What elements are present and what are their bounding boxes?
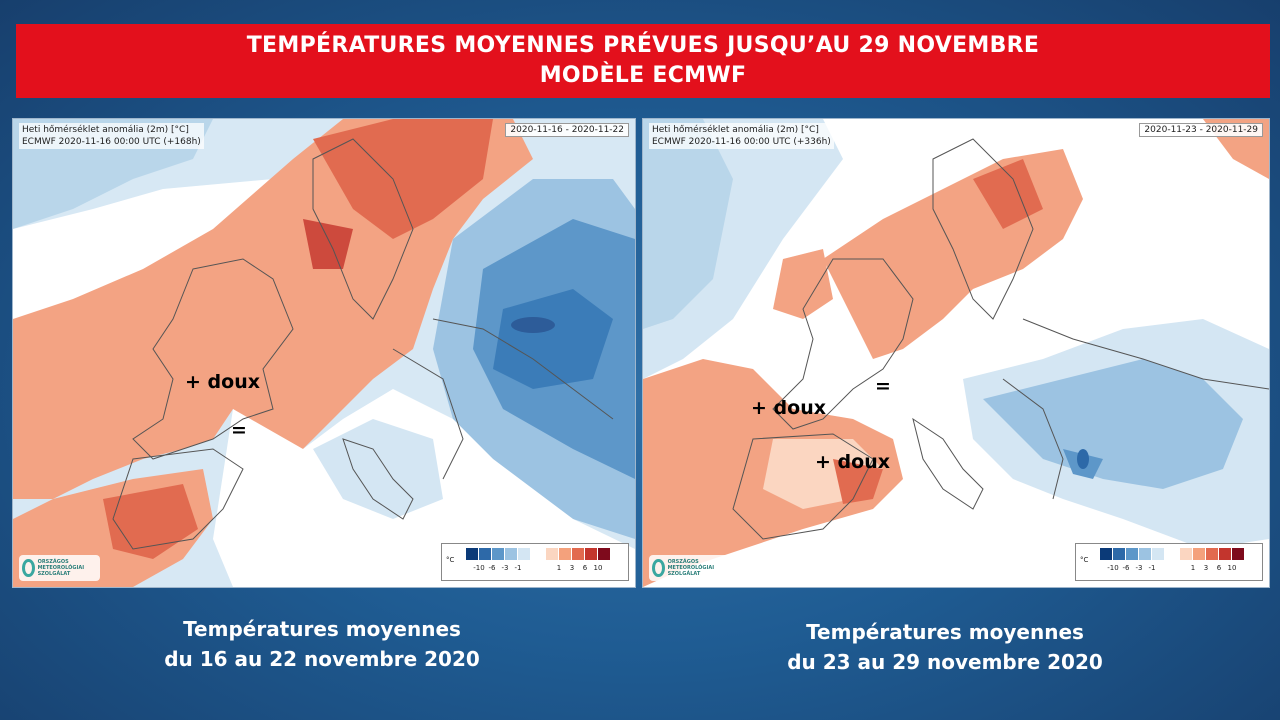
legend-swatch [1126, 548, 1138, 560]
banner-subtitle: MODÈLE ECMWF [539, 63, 747, 88]
legend-tick: 10 [593, 564, 603, 572]
legend-swatch [1232, 548, 1244, 560]
annotation-warmer: + doux [815, 451, 890, 473]
date-range-label: 2020-11-16 - 2020-11-22 [505, 123, 629, 137]
annotation-normal: = [875, 375, 891, 397]
legend-swatch [572, 548, 584, 560]
legend-swatch [559, 548, 571, 560]
caption-week2-line2: du 23 au 29 novembre 2020 [787, 650, 1103, 674]
legend-tick: -10 [1107, 564, 1119, 572]
color-legend: °C -10 -6 -3 -1 1 3 6 10 [441, 543, 629, 581]
legend-tick: 3 [569, 564, 575, 572]
legend-tick: -3 [1135, 564, 1143, 572]
legend-swatch [492, 548, 504, 560]
legend-tick: -3 [501, 564, 509, 572]
legend-swatch [1113, 548, 1125, 560]
legend-swatch [1180, 548, 1192, 560]
color-legend: °C -10 -6 -3 -1 1 3 6 10 [1075, 543, 1263, 581]
legend-swatch [1219, 548, 1231, 560]
map-title-line1: Heti hőmérséklet anomália (2m) [°C] [22, 125, 189, 135]
legend-tick: -6 [488, 564, 496, 572]
legend-swatch [505, 548, 517, 560]
legend-swatch [1206, 548, 1218, 560]
legend-tick: 6 [1216, 564, 1222, 572]
legend-swatch [1193, 548, 1205, 560]
legend-tick: 3 [1203, 564, 1209, 572]
map-title-line2: ECMWF 2020-11-16 00:00 UTC (+168h) [22, 137, 201, 147]
legend-tick: -1 [514, 564, 522, 572]
legend-tick: -1 [1148, 564, 1156, 572]
map-title: Heti hőmérséklet anomália (2m) [°C] ECMW… [649, 123, 834, 149]
legend-swatch [518, 548, 530, 560]
legend-swatch [1139, 548, 1151, 560]
legend-tick: -10 [473, 564, 485, 572]
legend-swatch [598, 548, 610, 560]
legend-swatch [546, 548, 558, 560]
legend-swatch [585, 548, 597, 560]
omsz-logo-icon [652, 559, 665, 577]
caption-week1: Températures moyennes du 16 au 22 novemb… [122, 614, 522, 674]
map-title-line2: ECMWF 2020-11-16 00:00 UTC (+336h) [652, 137, 831, 147]
anomaly-map-week1 [13, 119, 635, 587]
omsz-logo-icon [22, 559, 35, 577]
legend-swatch [1152, 548, 1164, 560]
annotation-warmer: + doux [185, 371, 260, 393]
banner-title: TEMPÉRATURES MOYENNES PRÉVUES JUSQU’AU 2… [246, 33, 1040, 58]
omsz-logo: ORSZÁGOS METEOROLÓGIAI SZOLGÁLAT [649, 555, 730, 581]
caption-week2: Températures moyennes du 23 au 29 novemb… [745, 617, 1145, 677]
legend-swatch [479, 548, 491, 560]
legend-tick: 6 [582, 564, 588, 572]
annotation-warmer: + doux [751, 397, 826, 419]
date-range-label: 2020-11-23 - 2020-11-29 [1139, 123, 1263, 137]
logo-text: ORSZÁGOS METEOROLÓGIAI SZOLGÁLAT [667, 559, 715, 577]
map-panel-week1: Heti hőmérséklet anomália (2m) [°C] ECMW… [12, 118, 636, 588]
caption-week1-line2: du 16 au 22 novembre 2020 [164, 647, 480, 671]
logo-text: ORSZÁGOS METEOROLÓGIAI SZOLGÁLAT [37, 559, 85, 577]
map-title: Heti hőmérséklet anomália (2m) [°C] ECMW… [19, 123, 204, 149]
map-panel-week2: Heti hőmérséklet anomália (2m) [°C] ECMW… [642, 118, 1270, 588]
legend-swatch [1100, 548, 1112, 560]
title-banner: TEMPÉRATURES MOYENNES PRÉVUES JUSQU’AU 2… [16, 24, 1270, 98]
caption-week2-line1: Températures moyennes [806, 620, 1084, 644]
legend-tick: 1 [556, 564, 562, 572]
legend-unit: °C [446, 556, 455, 564]
legend-tick: -6 [1122, 564, 1130, 572]
legend-tick: 10 [1227, 564, 1237, 572]
omsz-logo: ORSZÁGOS METEOROLÓGIAI SZOLGÁLAT [19, 555, 100, 581]
legend-tick: 1 [1190, 564, 1196, 572]
annotation-normal: = [231, 419, 247, 441]
map-title-line1: Heti hőmérséklet anomália (2m) [°C] [652, 125, 819, 135]
legend-swatch [466, 548, 478, 560]
caption-week1-line1: Températures moyennes [183, 617, 461, 641]
anomaly-map-week2 [643, 119, 1269, 587]
legend-unit: °C [1080, 556, 1089, 564]
